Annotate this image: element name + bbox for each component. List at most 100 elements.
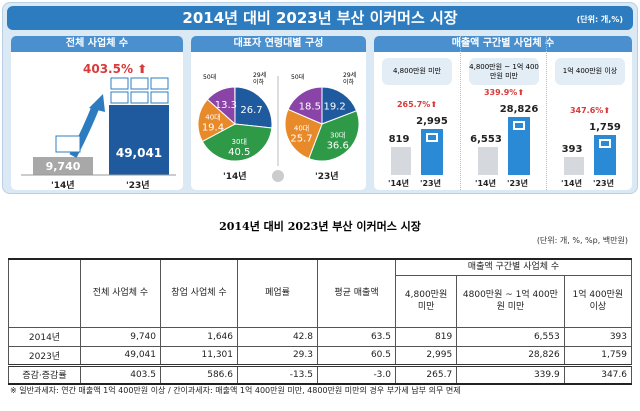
table-cell: 42.8: [237, 326, 318, 347]
monitor-icon: [55, 135, 81, 153]
table-cell: 819: [394, 326, 458, 347]
table-row: 2014년 9,740 1,646 42.8 63.5 819 6,553 393: [8, 326, 633, 347]
slice-label: 26.7: [240, 105, 262, 116]
label-2023: '23년: [507, 179, 528, 188]
value-2023: 2,995: [416, 116, 448, 127]
col-bin2: 4800만원 ~ 1억 400만원 미만: [456, 274, 565, 328]
slice-category-label: 40대: [205, 113, 220, 121]
label-u29: 29세 이하: [253, 72, 267, 86]
pie-slice: [201, 123, 273, 162]
panel-age: 대표자 연령대별 구성 26.7 30대 40.5 40대 19.4 13.3 19.2 30…: [191, 36, 366, 190]
table-title: 2014년 대비 2023년 부산 이커머스 시장: [219, 220, 421, 233]
label-2023: '23년: [593, 179, 614, 188]
panel-title: 전체 사업체 수: [11, 36, 183, 52]
label-u29-2: 29세 이하: [343, 72, 357, 86]
table-cell: -13.5: [237, 364, 318, 385]
bar-2023: [421, 129, 443, 175]
table-cell: 9,740: [80, 326, 161, 347]
footnote: ※ 일반과세자: 연간 매출액 1억 400만원 이상 / 간이과세자: 매출액…: [10, 386, 461, 395]
row-label: 2014년: [8, 326, 81, 347]
monitor-icon: [426, 133, 438, 142]
pie-slice: [308, 110, 360, 162]
label-2023: '23년: [126, 181, 150, 190]
label-2023: '23년: [315, 172, 339, 182]
table-cell: 60.5: [317, 345, 396, 366]
growth-label: 347.6%⬆: [569, 106, 611, 115]
panel-revenue: 매출액 구간별 사업체 수 4,800만원 미만 265.7%⬆ 819 2,9…: [374, 36, 632, 190]
monitor-icon: [110, 77, 129, 90]
slice-label: 40.5: [228, 147, 250, 158]
bar-2014: [478, 147, 498, 175]
col-startup: 창업 사업체 수: [160, 258, 238, 328]
bar-2014: [391, 147, 411, 175]
label-2014: '14년: [475, 179, 496, 188]
row-label: 증감·증감률: [8, 364, 81, 385]
table-cell: 265.7: [394, 364, 458, 385]
table-cell: 29.3: [237, 345, 318, 366]
table-cell: 2,995: [394, 345, 458, 366]
row-label: 2023년: [8, 345, 81, 366]
label-50s-2: 50대: [291, 74, 305, 81]
label-50s: 50대: [203, 74, 217, 81]
table-cell: 6,553: [456, 326, 565, 347]
monitor-icon: [110, 91, 129, 104]
monitor-icon: [150, 91, 169, 104]
people-icon: [272, 170, 284, 182]
up-arrow-icon: ⬆: [430, 100, 438, 109]
value-2023: 49,041: [115, 146, 163, 160]
monitor-icon: [130, 77, 149, 90]
label-2023: '23년: [420, 179, 441, 188]
revenue-bin: 4,800만원 미만 265.7%⬆ 819 2,995 '14년 '23년: [374, 36, 460, 190]
bar-2023: [109, 105, 169, 175]
slice-label: 13.3: [215, 100, 237, 111]
pie-slice: [287, 86, 323, 125]
label-2014: '14년: [51, 181, 75, 190]
table-cell: 339.9: [456, 364, 565, 385]
up-arrow-icon: ⬆: [137, 62, 148, 76]
label-2014: '14년: [388, 179, 409, 188]
table-cell: 586.6: [160, 364, 238, 385]
slice-label: 18.5: [299, 101, 321, 112]
table-cell: 28,826: [456, 345, 565, 366]
pie-slice: [206, 86, 236, 126]
table-cell: 347.6: [563, 364, 633, 385]
table-row: 증감·증감률 403.5 586.6 -13.5 -3.0 265.7 339.9 347.6: [8, 364, 633, 385]
bin-label: 4,800만원 미만: [382, 58, 452, 85]
table-unit: (단위: 개, %, %p, 백만원): [536, 236, 628, 245]
value-2023: 28,826: [499, 104, 539, 115]
pie-slice: [321, 86, 358, 125]
bar-2023: [508, 117, 530, 175]
slice-category-label: 30대: [330, 132, 345, 140]
col-closure: 폐업률: [237, 258, 318, 328]
data-table: 전체 사업체 수 창업 사업체 수 폐업률 평균 매출액 매출액 구간별 사업체…: [8, 258, 633, 385]
col-total: 전체 사업체 수: [80, 258, 161, 328]
table-cell: -3.0: [317, 364, 396, 385]
value-2014: 6,553: [470, 134, 502, 145]
bar-2023: [594, 135, 616, 175]
infographic-title: 2014년 대비 2023년 부산 이커머스 시장 (단위: 개,%): [7, 6, 633, 30]
slice-label: 19.2: [323, 102, 345, 113]
table-cell: 393: [563, 326, 633, 347]
revenue-bin: 1억 400만원 이상 347.6%⬆ 393 1,759 '14년 '23년: [546, 36, 632, 190]
monitor-icon: [150, 77, 169, 90]
value-2023: 1,759: [589, 122, 621, 133]
value-2014: 393: [561, 144, 583, 155]
title-text: 2014년 대비 2023년 부산 이커머스 시장: [182, 9, 458, 27]
infographic: 2014년 대비 2023년 부산 이커머스 시장 (단위: 개,%) 전체 사…: [2, 2, 638, 194]
slice-category-label: 30대: [232, 138, 247, 146]
monitor-group-icon: [110, 77, 169, 104]
bar-2014: [564, 157, 584, 175]
value-2014: 9,740: [45, 160, 81, 173]
growth-label: 265.7%⬆: [396, 100, 438, 109]
panel-title: 대표자 연령대별 구성: [191, 36, 366, 52]
panel-total: 전체 사업체 수 403.5% ⬆ 9,740 49,041 '14년 '23년: [11, 36, 183, 190]
growth-label: 403.5% ⬆: [83, 62, 148, 76]
monitor-icon: [513, 121, 525, 130]
table-row: 2023년 49,041 11,301 29.3 60.5 2,995 28,826 1,75…: [8, 345, 633, 366]
pie-slice: [197, 98, 236, 143]
bin-label: 1억 400만원 이상: [555, 58, 625, 85]
total-bars: [21, 77, 176, 176]
bar-2014: [33, 157, 93, 175]
col-group: 매출액 구간별 사업체 수: [395, 258, 632, 276]
table-cell: 63.5: [317, 326, 396, 347]
